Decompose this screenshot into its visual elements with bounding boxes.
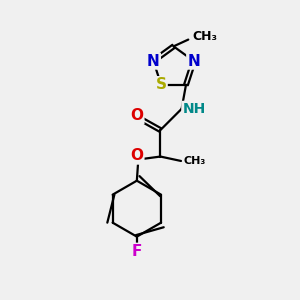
Text: S: S <box>156 77 167 92</box>
Text: O: O <box>130 108 143 123</box>
Text: CH₃: CH₃ <box>193 30 218 43</box>
Text: NH: NH <box>182 102 206 116</box>
Text: N: N <box>147 53 160 68</box>
Text: O: O <box>130 148 143 164</box>
Text: F: F <box>132 244 142 259</box>
Text: N: N <box>187 53 200 68</box>
Text: CH₃: CH₃ <box>183 156 205 166</box>
